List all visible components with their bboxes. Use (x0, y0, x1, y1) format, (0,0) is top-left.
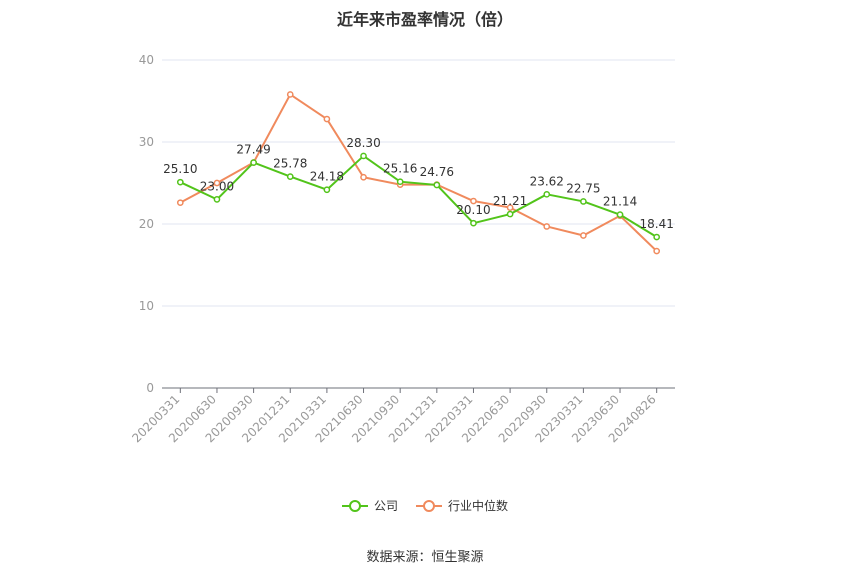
legend-label-industry-median: 行业中位数 (448, 499, 509, 513)
data-point-company (543, 190, 551, 198)
data-point-industry-median (580, 232, 587, 239)
data-label: 23.62 (530, 174, 564, 188)
data-point-company (580, 198, 587, 205)
series-line-company (179, 154, 658, 238)
legend-label-company: 公司 (373, 499, 398, 513)
data-point-company (176, 178, 184, 186)
grid-lines (162, 59, 675, 307)
y-tick-label: 30 (139, 135, 154, 149)
legend-swatch-industry-median (416, 499, 442, 513)
legend-item-company[interactable]: 公司 (341, 497, 398, 514)
data-point-company (360, 152, 367, 160)
data-label: 23.00 (200, 179, 234, 193)
series-line-industry-median (179, 93, 658, 252)
data-label: 22.75 (566, 181, 600, 195)
data-point-industry-median (470, 197, 477, 205)
chart-title: 近年来市盈率情况（倍） (336, 10, 513, 29)
data-point-company (653, 233, 661, 241)
data-point-company (470, 219, 477, 227)
legend: 公司 行业中位数 (0, 497, 850, 514)
axes: 0102030402020033120200630202009302020123… (129, 53, 675, 445)
data-point-industry-median (286, 91, 294, 98)
legend-swatch-company (341, 499, 368, 513)
data-label: 21.21 (493, 194, 527, 208)
data-point-industry-median (176, 199, 184, 207)
y-tick-label: 10 (139, 299, 154, 313)
data-point-industry-median (653, 247, 661, 255)
data-label: 24.76 (420, 165, 454, 179)
legend-item-industry-median[interactable]: 行业中位数 (416, 497, 508, 514)
data-point-company (396, 178, 404, 186)
data-point-industry-median (323, 115, 331, 123)
data-label: 20.10 (456, 203, 490, 217)
data-point-company (616, 211, 624, 219)
data-point-company (506, 210, 514, 218)
data-point-company (250, 159, 257, 166)
data-label: 25.10 (163, 162, 197, 176)
data-label: 21.14 (603, 195, 637, 209)
data-point-company (433, 181, 441, 189)
data-label: 18.41 (639, 217, 673, 231)
y-tick-label: 20 (139, 217, 154, 231)
series-lines (176, 91, 661, 255)
data-label: 24.18 (310, 170, 344, 184)
y-tick-label: 40 (139, 53, 154, 67)
data-point-industry-median (360, 173, 367, 181)
data-point-industry-median (543, 223, 551, 230)
source-note: 数据来源：恒生聚源 (366, 550, 484, 565)
data-label: 28.30 (346, 136, 380, 150)
data-label: 27.49 (236, 143, 270, 157)
data-point-company (323, 186, 331, 194)
y-tick-label: 0 (146, 381, 154, 395)
data-label: 25.16 (383, 162, 417, 176)
data-label: 25.78 (273, 157, 307, 171)
data-point-company (213, 196, 221, 203)
data-point-industry-median (213, 179, 221, 187)
data-point-company (286, 173, 294, 180)
data-point-industry-median (506, 204, 514, 211)
